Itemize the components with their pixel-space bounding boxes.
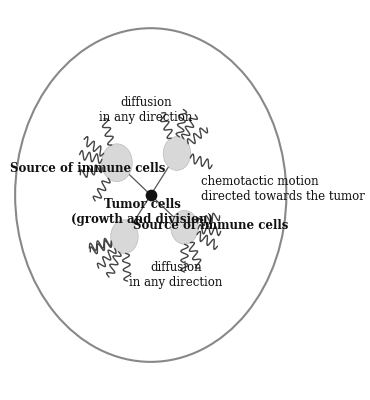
Text: Tumor cells
(growth and division): Tumor cells (growth and division): [71, 198, 213, 226]
Text: diffusion
in any direction: diffusion in any direction: [129, 261, 222, 289]
Point: [148, 192, 154, 198]
Circle shape: [163, 136, 191, 170]
Text: Source of immune cells: Source of immune cells: [10, 162, 166, 175]
Text: Source of immune cells: Source of immune cells: [133, 219, 289, 232]
Circle shape: [171, 210, 198, 244]
Circle shape: [111, 220, 138, 254]
Text: diffusion
in any direction: diffusion in any direction: [99, 96, 192, 124]
Text: chemotactic motion
directed towards the tumor: chemotactic motion directed towards the …: [201, 175, 365, 203]
Circle shape: [102, 144, 132, 182]
